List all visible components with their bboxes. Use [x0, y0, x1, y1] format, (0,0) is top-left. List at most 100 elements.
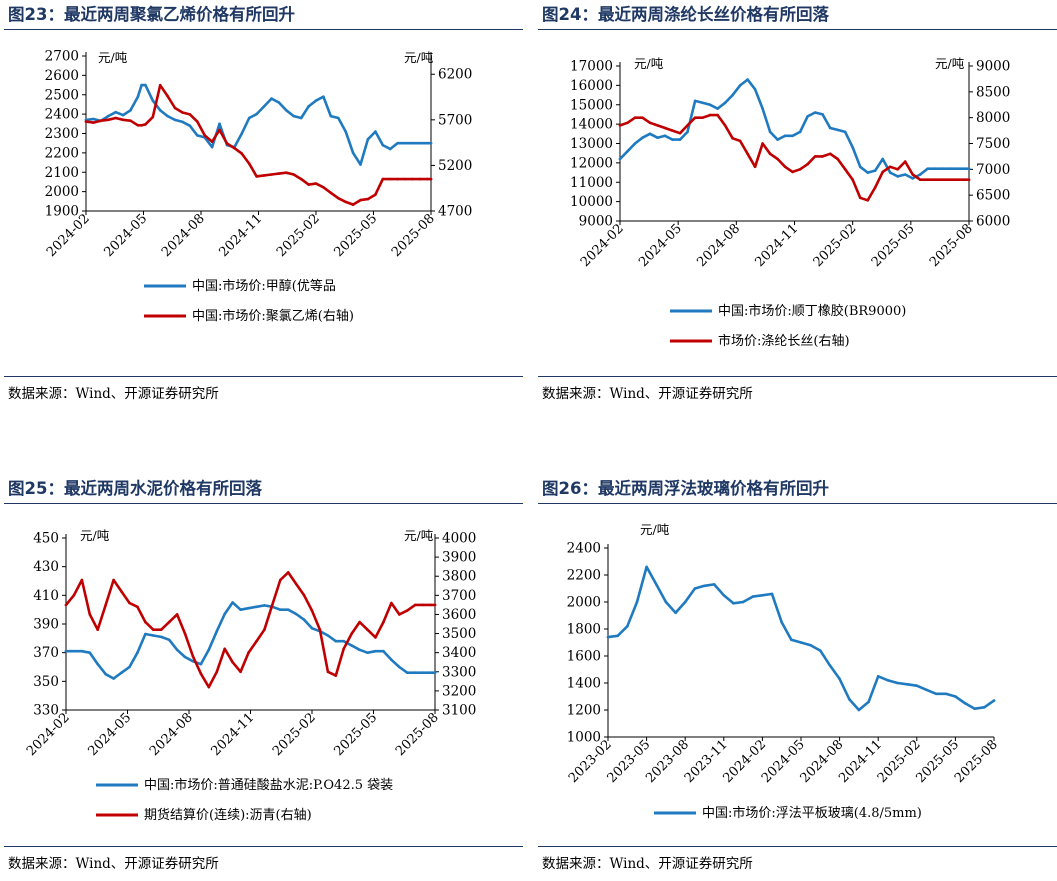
x-tick-label: 2024-08: [147, 710, 196, 759]
data-point: [247, 116, 251, 120]
data-point: [926, 178, 929, 181]
data-point: [299, 116, 303, 120]
y-tick-label-left: 2400: [45, 107, 79, 123]
y-tick-label-left: 13000: [570, 136, 613, 152]
data-point: [350, 644, 354, 647]
data-point: [683, 600, 687, 604]
data-point: [231, 660, 234, 664]
data-point: [121, 113, 125, 117]
data-point: [867, 700, 870, 704]
data-point: [836, 157, 839, 161]
y-tick-label-right: 7500: [976, 136, 1010, 152]
data-point: [678, 138, 682, 141]
data-point: [626, 121, 629, 125]
data-point: [247, 606, 250, 610]
data-point: [270, 173, 273, 176]
data-point: [151, 115, 155, 119]
data-point: [223, 612, 226, 616]
data-point: [173, 106, 177, 110]
data-point: [84, 120, 88, 123]
data-point: [173, 118, 177, 122]
data-point: [606, 635, 610, 639]
x-tick-label: 2025-05: [869, 221, 918, 270]
data-point: [821, 155, 824, 158]
data-point: [159, 635, 163, 639]
data-point: [828, 152, 832, 156]
data-point: [426, 141, 429, 145]
data-point: [64, 603, 68, 607]
data-point: [285, 171, 288, 174]
data-point: [144, 83, 147, 87]
data-point: [158, 83, 162, 87]
data-point: [933, 178, 937, 181]
source-note: 数据来源：Wind、开源证券研究所: [538, 376, 1057, 410]
data-point: [80, 578, 84, 582]
data-point: [746, 78, 749, 81]
data-point: [944, 692, 948, 696]
data-point: [857, 708, 861, 712]
data-point: [144, 632, 147, 636]
data-point: [263, 628, 266, 631]
data-point: [388, 177, 392, 181]
data-point: [294, 582, 298, 586]
data-point: [183, 655, 187, 659]
data-point: [618, 157, 622, 161]
data-point: [678, 131, 682, 135]
data-point: [888, 171, 892, 174]
data-point: [72, 594, 76, 597]
data-point: [271, 603, 274, 607]
chart-title: 图25：最近两周水泥价格有所回落: [4, 474, 523, 504]
data-point: [215, 629, 219, 633]
data-point: [954, 695, 957, 698]
data-point: [616, 634, 619, 638]
series-line: [618, 78, 971, 180]
data-point: [396, 141, 399, 145]
data-point: [693, 587, 697, 590]
data-point: [843, 168, 847, 171]
y-tick-label-right: 3600: [442, 607, 476, 623]
data-point: [655, 583, 658, 586]
chart-plot: 1900 2000 2100 2200 2300 2400 2500 2600 2700 4700…: [44, 49, 472, 325]
y-tick-label-right: 6200: [438, 67, 472, 83]
x-tick-label: 2025-05: [332, 710, 381, 759]
y-tick-label-left: 1600: [567, 649, 601, 665]
y-tick-label-left: 450: [33, 531, 59, 547]
data-point: [731, 93, 734, 97]
x-tick-label: 2024-08: [694, 221, 743, 270]
y-tick-label-right: 3700: [442, 588, 476, 604]
data-point: [886, 679, 890, 682]
data-point: [915, 684, 919, 687]
data-point: [326, 670, 330, 674]
data-point: [307, 105, 310, 108]
data-point: [314, 182, 318, 185]
data-point: [973, 707, 976, 710]
y-unit-left: 元/吨: [634, 56, 664, 71]
data-point: [199, 672, 203, 675]
data-point: [896, 681, 899, 685]
data-point: [344, 130, 348, 133]
data-point: [140, 124, 143, 127]
y-tick-label-left: 1800: [567, 622, 601, 638]
data-point: [876, 675, 880, 678]
series-line: [606, 565, 996, 712]
data-point: [351, 151, 355, 155]
y-tick-label-right: 5700: [438, 112, 472, 128]
data-point: [693, 116, 697, 119]
data-point: [350, 632, 354, 635]
y-tick-label-left: 2000: [45, 184, 79, 200]
data-point: [956, 178, 959, 181]
data-point: [121, 118, 125, 122]
data-point: [716, 113, 719, 117]
data-point: [686, 130, 689, 134]
data-point: [167, 620, 171, 624]
data-point: [398, 613, 401, 616]
data-point: [798, 130, 802, 134]
data-point: [656, 136, 659, 139]
data-point: [413, 603, 417, 607]
x-tick-label: 2025-02: [270, 710, 319, 759]
data-point: [896, 175, 899, 178]
data-point: [703, 584, 706, 588]
chart-panel-fig23: 图23：最近两周聚氯乙烯价格有所回升 1900 2000 2100 2200 2300 2…: [4, 0, 523, 414]
data-point: [873, 169, 877, 172]
data-point: [366, 197, 370, 201]
